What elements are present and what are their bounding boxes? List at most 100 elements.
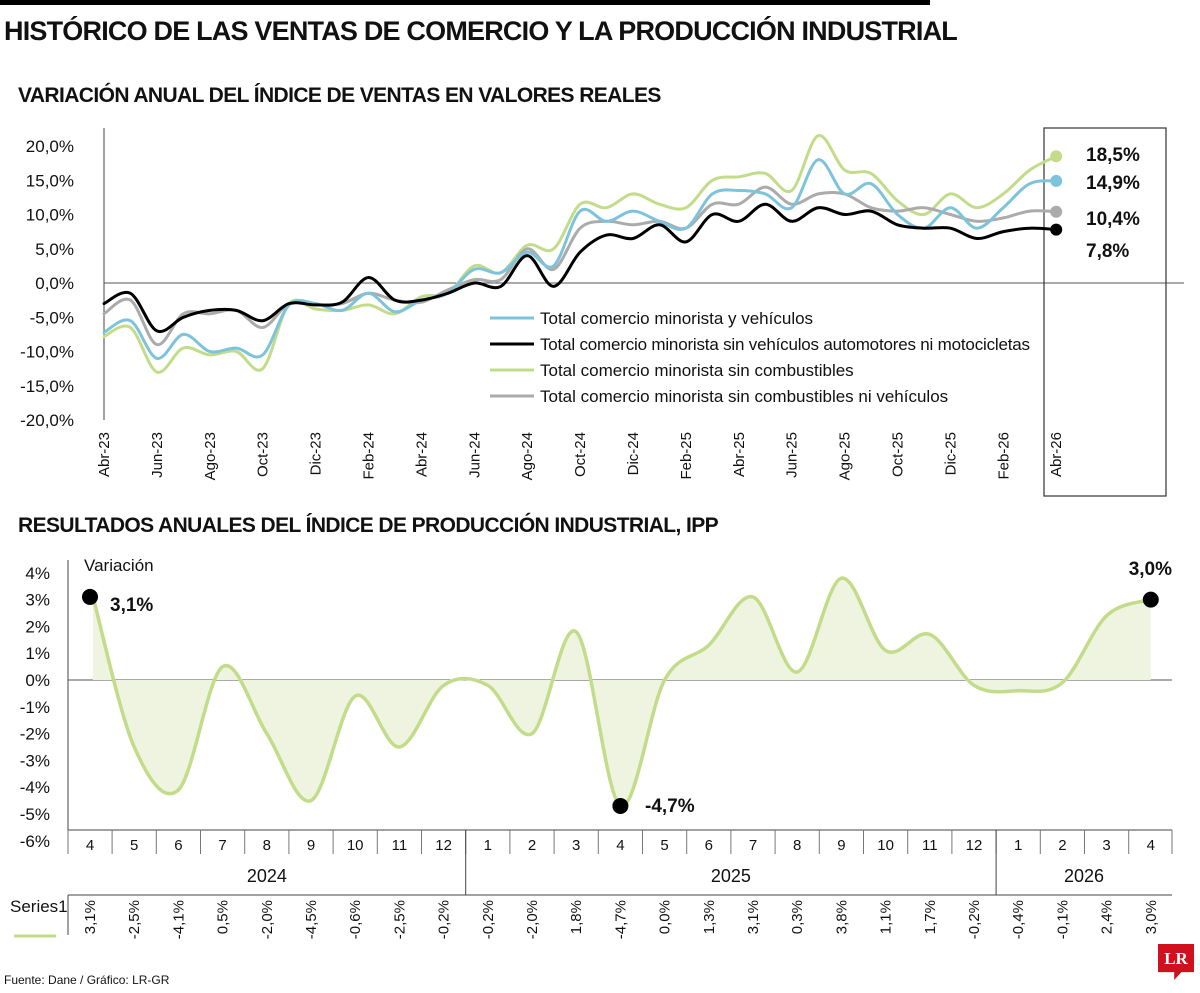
annotation-dot	[612, 797, 629, 814]
latest-month-box	[1043, 127, 1167, 497]
table-value-label: -0,2%	[966, 900, 983, 939]
x-tick-label: Oct-23	[255, 432, 272, 477]
x-tick-label: Jun-25	[784, 432, 801, 478]
year-label: 2026	[1064, 866, 1104, 886]
y-tick-label: -2%	[20, 725, 50, 744]
x-tick-label: Abr-26	[1048, 432, 1065, 477]
table-value-label: -2,5%	[391, 900, 408, 939]
month-label: 10	[347, 837, 364, 854]
table-value-label: 2,4%	[1099, 900, 1116, 934]
table-value-label: -0,2%	[436, 900, 453, 939]
table-value-label: -4,5%	[303, 900, 320, 939]
x-tick-label: Dic-23	[308, 432, 325, 475]
table-value-label: -2,5%	[126, 900, 143, 939]
month-label: 1	[484, 837, 492, 854]
month-label: 2	[528, 837, 536, 854]
month-label: 6	[705, 837, 713, 854]
table-value-label: 3,1%	[82, 900, 99, 934]
table-value-label: 0,3%	[789, 900, 806, 934]
legend-label: Total comercio minorista sin vehículos a…	[540, 335, 1030, 354]
month-label: 5	[660, 837, 668, 854]
month-label: 1	[1014, 837, 1022, 854]
y-tick-label: 10,0%	[26, 206, 74, 225]
month-label: 11	[392, 837, 408, 854]
annotation-label: -4,7%	[645, 796, 695, 817]
y-tick-label: 15,0%	[26, 171, 74, 190]
y-tick-label: -4%	[20, 778, 50, 797]
x-tick-label: Feb-25	[678, 432, 695, 480]
source-note: Fuente: Dane / Gráfico: LR-GR	[4, 973, 170, 987]
page-title: HISTÓRICO DE LAS VENTAS DE COMERCIO Y LA…	[4, 16, 958, 46]
ipp-chart-title: RESULTADOS ANUALES DEL ÍNDICE DE PRODUCC…	[18, 514, 719, 537]
table-value-label: -4,7%	[612, 900, 629, 939]
table-value-label: -4,1%	[170, 900, 187, 939]
x-tick-label: Abr-25	[731, 432, 748, 477]
y-tick-label: 1%	[25, 644, 50, 663]
table-value-label: 3,0%	[1143, 900, 1160, 934]
y-tick-label: -6%	[20, 832, 50, 851]
sales-chart-title: VARIACIÓN ANUAL DEL ÍNDICE DE VENTAS EN …	[18, 84, 661, 107]
x-tick-label: Oct-25	[890, 432, 907, 477]
year-label: 2025	[711, 866, 751, 886]
end-point	[1050, 205, 1063, 218]
y-tick-label: 0%	[25, 671, 50, 690]
month-label: 7	[749, 837, 757, 854]
month-label: 11	[922, 837, 938, 854]
table-value-label: 1,7%	[922, 900, 939, 934]
table-value-label: 3,8%	[833, 900, 850, 934]
y-tick-label: 3%	[25, 591, 50, 610]
table-value-label: 0,0%	[657, 900, 674, 934]
y-tick-label: 4%	[25, 564, 50, 583]
y-tick-label: 5,0%	[35, 240, 74, 259]
annotation-dot	[82, 588, 98, 605]
series-line	[102, 202, 1058, 334]
series-line	[91, 576, 1153, 808]
table-value-label: -0,4%	[1010, 900, 1027, 939]
y-tick-label: -5,0%	[30, 308, 74, 327]
series-area	[93, 578, 1151, 807]
month-label: 7	[218, 837, 226, 854]
y-tick-label: -15,0%	[20, 377, 74, 396]
month-label: 4	[1147, 837, 1155, 854]
legend-label: Total comercio minorista y vehículos	[540, 309, 813, 328]
annotation-dot	[1142, 591, 1159, 608]
series-line	[102, 158, 1058, 360]
series-line	[102, 185, 1058, 347]
x-tick-label: Dic-24	[625, 432, 642, 475]
x-tick-label: Jun-24	[466, 432, 483, 478]
month-label: 10	[877, 837, 894, 854]
y-tick-label: -3%	[20, 751, 50, 770]
month-label: 6	[174, 837, 182, 854]
y-tick-label: -5%	[20, 805, 50, 824]
y-tick-label: 20,0%	[26, 137, 74, 156]
series-line	[102, 134, 1058, 374]
x-tick-label: Abr-23	[96, 432, 113, 477]
x-tick-label: Ago-23	[202, 432, 219, 480]
year-label: 2024	[247, 866, 287, 886]
month-label: 5	[130, 837, 138, 854]
table-value-label: -0,2%	[480, 900, 497, 939]
table-value-label: -2,0%	[259, 900, 276, 939]
table-value-label: 3,1%	[745, 900, 762, 934]
month-label: 4	[86, 837, 94, 854]
table-value-label: -0,6%	[347, 900, 364, 939]
x-tick-label: Jun-23	[149, 432, 166, 478]
y-tick-label: -1%	[20, 698, 50, 717]
month-label: 2	[1058, 837, 1066, 854]
end-value-label: 14,9%	[1086, 173, 1140, 194]
table-value-label: -0,1%	[1054, 900, 1071, 939]
end-point	[1050, 223, 1063, 236]
month-label: 3	[572, 837, 580, 854]
legend-label: Total comercio minorista sin combustible…	[540, 361, 854, 380]
y-tick-label: 2%	[25, 617, 50, 636]
y-tick-label: 0,0%	[35, 274, 74, 293]
end-value-label: 10,4%	[1086, 209, 1140, 230]
end-point	[1050, 150, 1063, 163]
month-label: 12	[966, 837, 983, 854]
table-value-label: 1,8%	[568, 900, 585, 934]
table-value-label: 0,5%	[215, 900, 232, 934]
end-value-label: 7,8%	[1086, 241, 1129, 262]
month-label: 4	[616, 837, 624, 854]
month-label: 9	[837, 837, 845, 854]
